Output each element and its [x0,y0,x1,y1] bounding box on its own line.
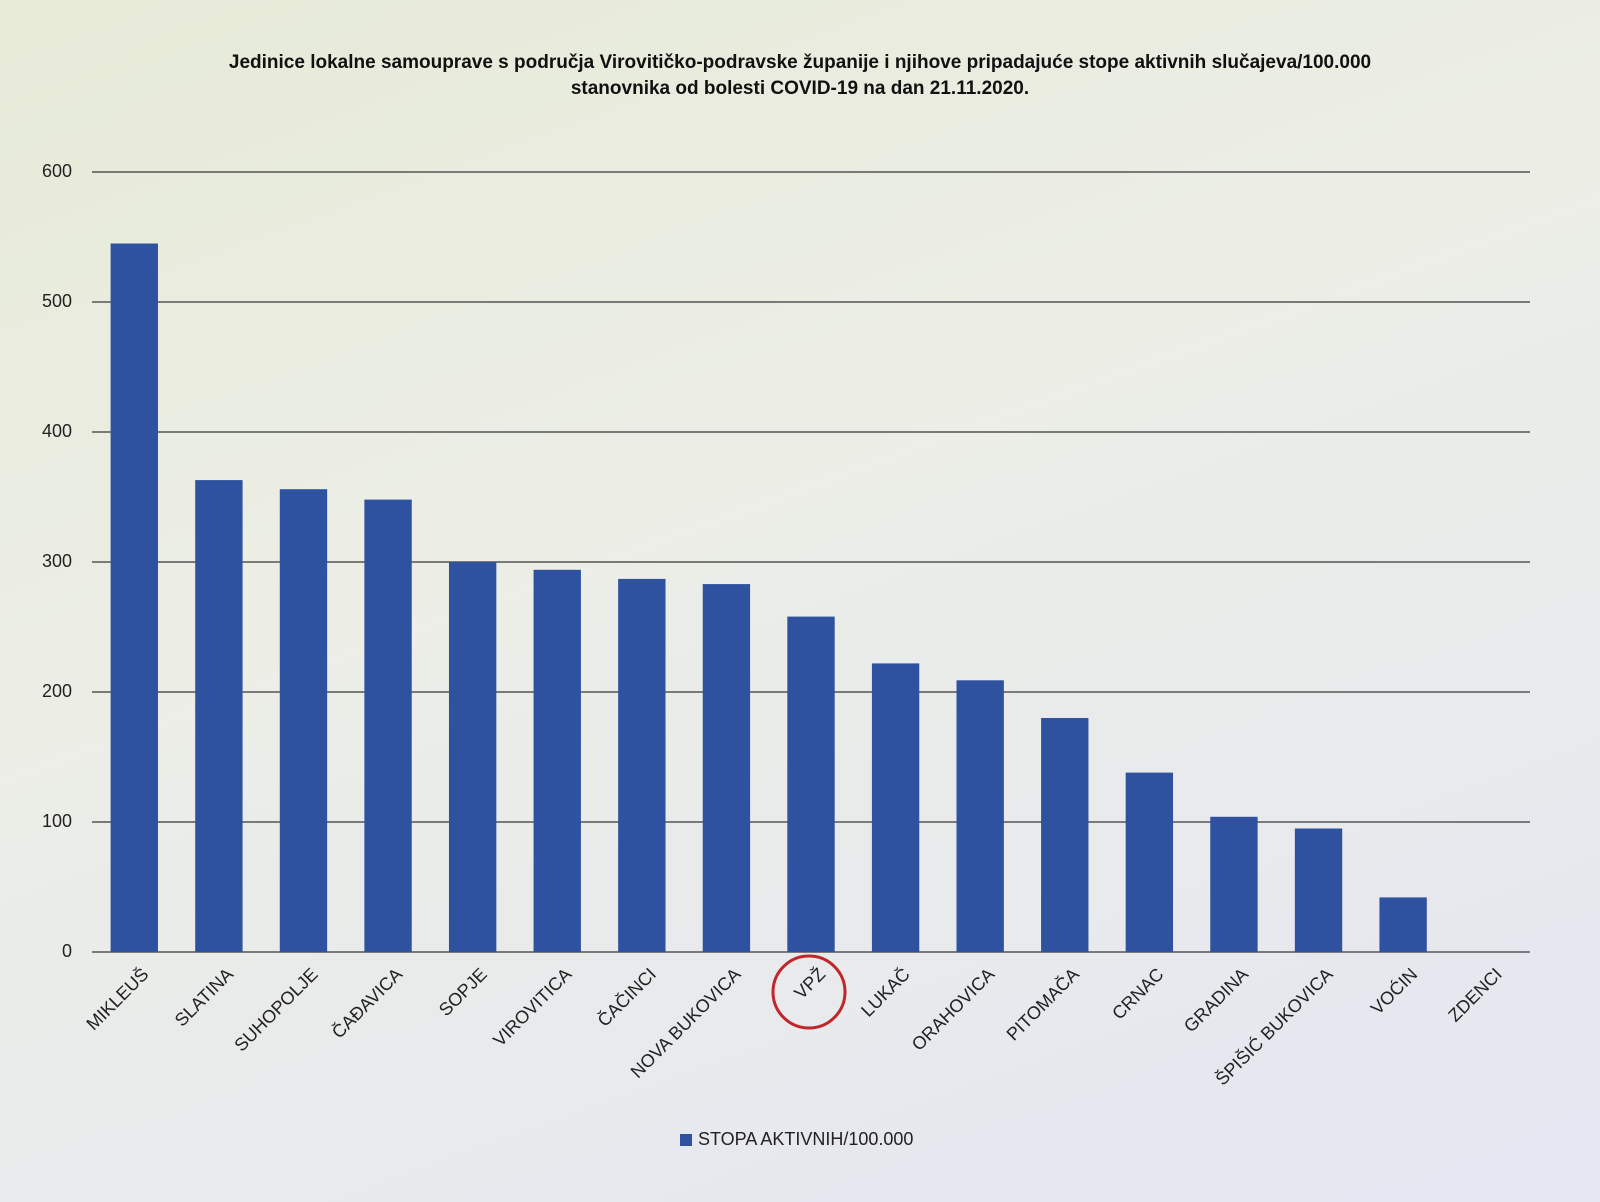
y-tick-label: 200 [42,681,72,701]
bar [1294,828,1343,952]
y-tick-label: 300 [42,551,72,571]
x-tick-label: VOĆIN [1366,963,1421,1018]
y-tick-label: 500 [42,291,72,311]
bar [1041,718,1089,952]
bar [364,499,412,952]
x-tick-label: SUHOPOLJE [230,964,321,1055]
bar [787,616,835,952]
x-tick-label: ČAČINCI [593,963,660,1030]
x-tick-label: GRADINA [1180,964,1252,1036]
x-tick-label: ORAHOVICA [908,964,999,1055]
bar [871,663,920,952]
x-tick-label: SLATINA [171,964,237,1030]
y-tick-label: 100 [42,811,72,831]
bar [279,489,328,952]
x-tick-label: MIKLEUŠ [82,963,153,1034]
x-tick-label: LUKAČ [856,963,913,1020]
chart-title: Jedinice lokalne samouprave s područja V… [228,52,1372,99]
bar [1125,772,1174,952]
bar [702,584,751,952]
bar [195,480,243,952]
y-tick-label: 600 [42,161,72,181]
bar [533,569,581,952]
bar [448,562,497,952]
bar [1210,816,1258,952]
y-tick-label: 400 [42,421,72,441]
bar [956,680,1004,952]
x-tick-label: VPŽ [790,964,829,1003]
legend-label: STOPA AKTIVNIH/100.000 [698,1129,913,1149]
legend-swatch [680,1134,692,1146]
highlight-circle [771,954,847,1030]
bar [1379,897,1427,952]
bar [110,243,158,952]
x-tick-label: ZDENCI [1444,964,1506,1026]
x-tick-label: ČAĐAVICA [327,963,406,1042]
x-tick-label: CRNAC [1108,964,1167,1023]
x-tick-label: PITOMAČA [1002,963,1083,1044]
x-tick-label: VIROVITICA [489,964,575,1050]
bar [618,578,666,952]
y-tick-label: 0 [62,941,72,961]
x-tick-label: SOPJE [435,964,491,1020]
